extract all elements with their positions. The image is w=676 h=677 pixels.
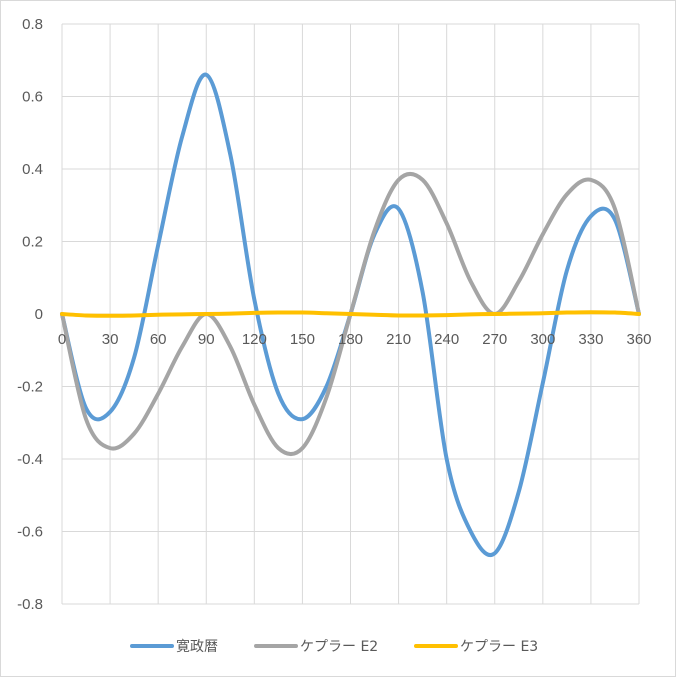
y-tick-label: 0.2 — [22, 234, 43, 251]
y-tick-label: 0.6 — [22, 89, 43, 106]
y-tick-label: -0.6 — [17, 524, 43, 541]
x-tick-label: 300 — [530, 331, 555, 348]
legend-label-2: ケプラー E2 — [300, 639, 378, 655]
x-tick-label: 210 — [386, 331, 411, 348]
x-tick-label: 0 — [58, 331, 66, 348]
x-tick-label: 120 — [242, 331, 267, 348]
x-tick-label: 180 — [338, 331, 363, 348]
y-tick-label: 0.8 — [22, 16, 43, 33]
x-tick-label: 240 — [434, 331, 459, 348]
legend: 寛政暦 ケプラー E2 ケプラー E3 — [130, 638, 538, 655]
y-tick-label: 0.4 — [22, 161, 43, 178]
y-axis-tick-labels: 0.8 0.6 0.4 0.2 0 -0.2 -0.4 -0.6 -0.8 — [17, 16, 43, 613]
x-tick-label: 90 — [198, 331, 215, 348]
series-lines — [60, 72, 641, 557]
x-tick-label: 270 — [482, 331, 507, 348]
x-tick-label: 330 — [578, 331, 603, 348]
legend-label-1: 寛政暦 — [176, 638, 218, 655]
y-tick-label: 0 — [35, 306, 43, 323]
y-tick-label: -0.4 — [17, 451, 43, 468]
x-tick-label: 150 — [290, 331, 315, 348]
y-tick-label: -0.8 — [17, 596, 43, 613]
x-axis-tick-labels: 0 30 60 90 120 150 180 210 240 270 300 330 360 — [58, 331, 652, 348]
series-line-3 — [60, 310, 641, 318]
y-tick-label: -0.2 — [17, 379, 43, 396]
legend-label-3: ケプラー E3 — [460, 639, 538, 655]
x-tick-label: 60 — [150, 331, 167, 348]
x-tick-label: 360 — [626, 331, 651, 348]
x-tick-label: 30 — [102, 331, 119, 348]
